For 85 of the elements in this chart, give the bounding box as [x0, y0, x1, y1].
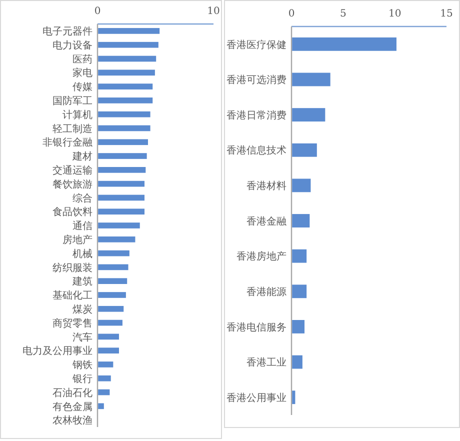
bar: [292, 355, 302, 369]
y-tick-label: 建材: [72, 150, 92, 163]
y-tick-label: 钢铁: [72, 359, 92, 372]
x-tick-label: 10: [207, 6, 220, 17]
y-tick-label: 轻工制造: [52, 122, 92, 135]
y-tick-label: 香港可选消费: [226, 74, 286, 86]
bar: [292, 390, 296, 404]
bar: [98, 125, 150, 132]
y-tick-label: 汽车: [72, 331, 92, 344]
y-tick-label: 电子元器件: [42, 26, 92, 38]
bar: [292, 320, 304, 334]
bar: [292, 72, 330, 86]
bar: [98, 70, 155, 76]
y-tick-label: 国防军工: [52, 95, 92, 108]
bar: [98, 278, 128, 284]
y-tick-label: 商贸零售: [52, 317, 92, 330]
bar: [292, 108, 326, 122]
y-tick-label: 石油石化: [52, 386, 92, 399]
y-tick-label: 香港材料: [246, 180, 286, 192]
bar: [98, 250, 130, 256]
bar: [98, 362, 114, 368]
y-tick-label: 医药: [72, 53, 92, 66]
y-tick-label: 香港医疗保健: [226, 38, 286, 51]
bar: [98, 208, 144, 215]
y-tick-label: 电力设备: [52, 39, 92, 52]
y-tick-label: 香港电信服务: [226, 321, 286, 334]
bar: [98, 42, 158, 48]
y-tick-label: 建筑: [72, 276, 92, 288]
y-tick-label: 综合: [72, 192, 92, 204]
y-tick-label: 香港能源: [246, 286, 286, 298]
y-tick-label: 银行: [72, 374, 92, 385]
y-tick-label: 电力及公用事业: [22, 345, 92, 358]
y-tick-label: 非银行金融: [42, 136, 92, 149]
bar: [98, 348, 119, 354]
bar: [98, 56, 156, 62]
bar: [98, 139, 148, 146]
y-tick-label: 基础化工: [52, 290, 92, 302]
y-tick-label: 交通运输: [52, 164, 92, 177]
y-tick-label: 纺织服装: [52, 262, 92, 274]
y-tick-label: 香港工业: [246, 356, 286, 369]
x-tick-label: 15: [440, 8, 453, 20]
bar: [98, 98, 153, 104]
y-tick-label: 香港房地产: [236, 250, 286, 263]
bar: [98, 306, 124, 312]
bar: [98, 320, 122, 326]
bar: [98, 292, 126, 298]
y-tick-label: 餐饮旅游: [52, 178, 92, 190]
bar: [98, 334, 119, 340]
bar: [98, 194, 144, 201]
y-tick-label: 传媒: [72, 82, 92, 94]
y-tick-label: 通信: [72, 220, 92, 232]
y-tick-label: 计算机: [62, 108, 92, 121]
y-tick-label: 煤炭: [72, 303, 92, 316]
x-tick-label: 0: [288, 8, 295, 20]
bar: [98, 264, 128, 270]
bar: [98, 222, 140, 228]
bar: [292, 249, 307, 263]
bar: [292, 284, 307, 298]
bar: [98, 153, 147, 159]
bar: [98, 389, 110, 396]
bar: [98, 236, 136, 242]
y-tick-label: 香港日常消费: [226, 109, 286, 122]
y-tick-label: 香港信息技术: [226, 144, 286, 157]
bar: [98, 166, 146, 173]
x-tick-label: 5: [340, 8, 346, 20]
y-tick-label: 食品饮料: [52, 206, 92, 218]
bar: [292, 37, 396, 51]
y-tick-label: 香港金融: [246, 215, 286, 228]
x-tick-label: 0: [94, 6, 101, 17]
x-tick-label: 10: [388, 8, 402, 20]
y-tick-label: 有色金属: [52, 400, 92, 413]
bar: [98, 84, 153, 90]
bar: [98, 403, 104, 410]
bar: [98, 111, 150, 118]
y-tick-label: 香港公用事业: [226, 392, 286, 404]
y-tick-label: 农林牧渔: [52, 414, 92, 427]
y-tick-label: 家电: [72, 67, 92, 80]
bar: [292, 178, 311, 192]
bar: [98, 28, 160, 34]
bar: [292, 143, 317, 157]
y-tick-label: 房地产: [62, 234, 92, 246]
bar: [98, 180, 144, 187]
y-tick-label: 机械: [72, 248, 92, 260]
bar: [98, 375, 111, 382]
bar: [292, 214, 310, 228]
